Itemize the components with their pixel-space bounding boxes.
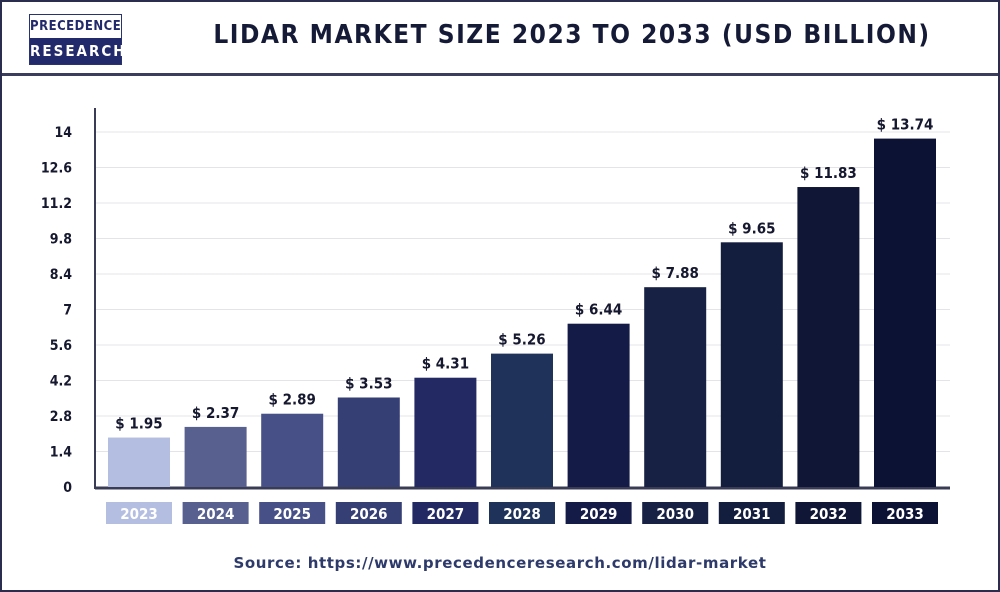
bar (108, 437, 170, 487)
header: PRECEDENCE RESEARCH LIDAR MARKET SIZE 20… (2, 2, 998, 76)
bar (184, 426, 247, 487)
data-label: $ 9.65 (728, 219, 775, 237)
bar (491, 353, 553, 487)
y-tick-label: 7 (63, 303, 72, 319)
x-tick-box (182, 502, 249, 524)
bar (567, 323, 630, 487)
bar (414, 377, 477, 487)
data-label: $ 6.44 (575, 301, 622, 319)
x-tick-box (718, 502, 785, 524)
data-label: $ 7.88 (652, 264, 699, 282)
y-tick-label: 11.2 (41, 196, 72, 212)
data-label: $ 1.95 (115, 415, 162, 433)
bar (261, 413, 324, 487)
bar (644, 287, 707, 487)
x-tick-box (872, 502, 938, 524)
x-tick-label: 2026 (350, 505, 388, 523)
y-tick-label: 0 (63, 480, 72, 496)
x-tick-label: 2028 (503, 505, 541, 523)
y-tick-label: 5.6 (50, 338, 73, 354)
x-tick-box (259, 502, 326, 524)
bar (874, 138, 936, 488)
y-tick-label: 14 (54, 125, 72, 141)
x-tick-label: 2023 (120, 505, 158, 523)
x-tick-box (489, 502, 555, 524)
logo-line1: PRECEDENCE (30, 15, 121, 38)
y-tick-label: 1.4 (50, 445, 73, 461)
x-tick-label: 2027 (427, 505, 465, 523)
y-tick-label: 2.8 (50, 409, 72, 425)
x-tick-label: 2029 (580, 505, 618, 523)
x-tick-label: 2031 (733, 505, 771, 523)
data-label: $ 4.31 (422, 355, 469, 373)
precedence-research-logo: PRECEDENCE RESEARCH (29, 14, 125, 65)
bar (797, 187, 860, 487)
logo-line2: RESEARCH (30, 38, 125, 64)
data-label: $ 3.53 (345, 374, 392, 392)
y-tick-label: 8.4 (50, 267, 73, 283)
data-label: $ 2.89 (269, 391, 316, 409)
source-text: Source: https://www.precedenceresearch.c… (233, 554, 767, 572)
data-label: $ 13.74 (877, 116, 934, 134)
x-tick-label: 2025 (273, 505, 311, 523)
bar (720, 242, 783, 487)
data-label: $ 2.37 (192, 404, 239, 422)
y-tick-label: 9.8 (50, 232, 72, 248)
data-label: $ 5.26 (498, 331, 545, 349)
x-tick-label: 2024 (197, 505, 235, 523)
data-label: $ 11.83 (800, 164, 857, 182)
y-tick-label: 4.2 (50, 374, 72, 390)
x-tick-box (412, 502, 479, 524)
bar (337, 397, 400, 487)
chart-title: LIDAR MARKET SIZE 2023 TO 2033 (USD BILL… (213, 20, 931, 50)
x-tick-box (795, 502, 862, 524)
x-tick-box (642, 502, 709, 524)
x-tick-label: 2033 (886, 505, 924, 523)
x-tick-box (106, 502, 172, 524)
x-tick-box (565, 502, 632, 524)
x-tick-label: 2032 (810, 505, 848, 523)
y-tick-label: 12.6 (41, 161, 72, 177)
x-tick-box (335, 502, 402, 524)
x-tick-label: 2030 (656, 505, 694, 523)
